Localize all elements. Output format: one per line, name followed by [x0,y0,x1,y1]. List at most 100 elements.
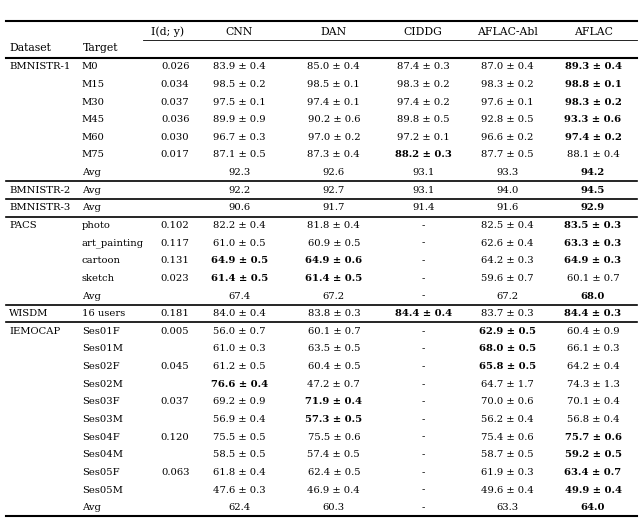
Text: 84.4 ± 0.3: 84.4 ± 0.3 [564,309,621,318]
Text: 57.4 ± 0.5: 57.4 ± 0.5 [307,450,360,459]
Text: 0.034: 0.034 [161,80,189,89]
Text: Ses04M: Ses04M [82,450,123,459]
Text: 64.9 ± 0.5: 64.9 ± 0.5 [211,256,268,265]
Text: 89.8 ± 0.5: 89.8 ± 0.5 [397,115,449,124]
Text: 97.2 ± 0.1: 97.2 ± 0.1 [397,133,449,142]
Text: 87.4 ± 0.3: 87.4 ± 0.3 [397,62,449,71]
Text: 60.4 ± 0.5: 60.4 ± 0.5 [308,362,360,371]
Text: 63.5 ± 0.5: 63.5 ± 0.5 [308,345,360,354]
Text: 0.037: 0.037 [161,397,189,406]
Text: Target: Target [83,44,118,53]
Text: 0.037: 0.037 [161,97,189,106]
Text: 82.2 ± 0.4: 82.2 ± 0.4 [213,221,266,230]
Text: 60.3: 60.3 [323,503,345,512]
Text: 82.5 ± 0.4: 82.5 ± 0.4 [481,221,534,230]
Text: 83.9 ± 0.4: 83.9 ± 0.4 [213,62,266,71]
Text: 61.8 ± 0.4: 61.8 ± 0.4 [213,468,266,477]
Text: Avg: Avg [82,291,100,300]
Text: 68.0: 68.0 [581,291,605,300]
Text: 92.8 ± 0.5: 92.8 ± 0.5 [481,115,534,124]
Text: -: - [422,468,425,477]
Text: 75.4 ± 0.6: 75.4 ± 0.6 [481,433,534,442]
Text: -: - [422,503,425,512]
Text: 64.9 ± 0.3: 64.9 ± 0.3 [564,256,621,265]
Text: 0.102: 0.102 [161,221,189,230]
Text: 90.2 ± 0.6: 90.2 ± 0.6 [308,115,360,124]
Text: 89.3 ± 0.4: 89.3 ± 0.4 [564,62,621,71]
Text: -: - [422,415,425,424]
Text: Ses05F: Ses05F [82,468,120,477]
Text: 75.5 ± 0.6: 75.5 ± 0.6 [308,433,360,442]
Text: 49.6 ± 0.4: 49.6 ± 0.4 [481,485,534,494]
Text: M45: M45 [82,115,105,124]
Text: 94.0: 94.0 [496,186,518,195]
Text: 64.0: 64.0 [580,503,605,512]
Text: 94.5: 94.5 [581,186,605,195]
Text: 63.3 ± 0.3: 63.3 ± 0.3 [564,239,621,248]
Text: 98.3 ± 0.2: 98.3 ± 0.2 [481,80,534,89]
Text: 61.4 ± 0.5: 61.4 ± 0.5 [211,274,268,283]
Text: 56.8 ± 0.4: 56.8 ± 0.4 [566,415,620,424]
Text: -: - [422,291,425,300]
Text: Ses02F: Ses02F [82,362,120,371]
Text: 0.036: 0.036 [161,115,189,124]
Text: 64.2 ± 0.4: 64.2 ± 0.4 [566,362,620,371]
Text: 83.7 ± 0.3: 83.7 ± 0.3 [481,309,534,318]
Text: 93.1: 93.1 [412,168,435,177]
Text: 71.9 ± 0.4: 71.9 ± 0.4 [305,397,362,406]
Text: 59.2 ± 0.5: 59.2 ± 0.5 [564,450,621,459]
Text: Avg: Avg [82,168,100,177]
Text: 60.9 ± 0.5: 60.9 ± 0.5 [308,239,360,248]
Text: 60.1 ± 0.7: 60.1 ± 0.7 [566,274,620,283]
Text: BMNISTR-2: BMNISTR-2 [9,186,70,195]
Text: Ses04F: Ses04F [82,433,120,442]
Text: 47.6 ± 0.3: 47.6 ± 0.3 [213,485,266,494]
Text: 0.017: 0.017 [161,150,189,160]
Text: CIDDG: CIDDG [404,27,443,36]
Text: 67.2: 67.2 [496,291,518,300]
Text: sketch: sketch [82,274,115,283]
Text: M30: M30 [82,97,105,106]
Text: -: - [422,345,425,354]
Text: 91.4: 91.4 [412,203,435,212]
Text: AFLAC-Abl: AFLAC-Abl [477,27,538,36]
Text: 0.117: 0.117 [161,239,189,248]
Text: Ses01F: Ses01F [82,327,120,336]
Text: I(d; y): I(d; y) [151,26,184,37]
Text: 91.7: 91.7 [323,203,345,212]
Text: photo: photo [82,221,111,230]
Text: BMNISTR-3: BMNISTR-3 [9,203,70,212]
Text: 61.9 ± 0.3: 61.9 ± 0.3 [481,468,534,477]
Text: 58.7 ± 0.5: 58.7 ± 0.5 [481,450,534,459]
Text: 49.9 ± 0.4: 49.9 ± 0.4 [564,485,621,494]
Text: -: - [422,239,425,248]
Text: 63.4 ± 0.7: 63.4 ± 0.7 [564,468,621,477]
Text: IEMOCAP: IEMOCAP [9,327,60,336]
Text: 16 users: 16 users [82,309,125,318]
Text: 56.0 ± 0.7: 56.0 ± 0.7 [213,327,266,336]
Text: 98.8 ± 0.1: 98.8 ± 0.1 [564,80,621,89]
Text: 64.2 ± 0.3: 64.2 ± 0.3 [481,256,534,265]
Text: 74.3 ± 1.3: 74.3 ± 1.3 [566,379,620,389]
Text: 62.9 ± 0.5: 62.9 ± 0.5 [479,327,536,336]
Text: 98.5 ± 0.1: 98.5 ± 0.1 [307,80,360,89]
Text: 90.6: 90.6 [228,203,250,212]
Text: 60.4 ± 0.9: 60.4 ± 0.9 [566,327,620,336]
Text: 61.0 ± 0.3: 61.0 ± 0.3 [213,345,266,354]
Text: 0.120: 0.120 [161,433,189,442]
Text: -: - [422,485,425,494]
Text: Ses03F: Ses03F [82,397,120,406]
Text: 67.2: 67.2 [323,291,345,300]
Text: 70.1 ± 0.4: 70.1 ± 0.4 [566,397,620,406]
Text: 60.1 ± 0.7: 60.1 ± 0.7 [308,327,360,336]
Text: 97.4 ± 0.2: 97.4 ± 0.2 [397,97,449,106]
Text: 97.6 ± 0.1: 97.6 ± 0.1 [481,97,534,106]
Text: AFLAC: AFLAC [573,27,612,36]
Text: 83.5 ± 0.3: 83.5 ± 0.3 [564,221,621,230]
Text: 64.9 ± 0.6: 64.9 ± 0.6 [305,256,362,265]
Text: 91.6: 91.6 [496,203,518,212]
Text: Ses02M: Ses02M [82,379,123,389]
Text: 88.2 ± 0.3: 88.2 ± 0.3 [395,150,452,160]
Text: 0.181: 0.181 [161,309,189,318]
Text: 59.6 ± 0.7: 59.6 ± 0.7 [481,274,534,283]
